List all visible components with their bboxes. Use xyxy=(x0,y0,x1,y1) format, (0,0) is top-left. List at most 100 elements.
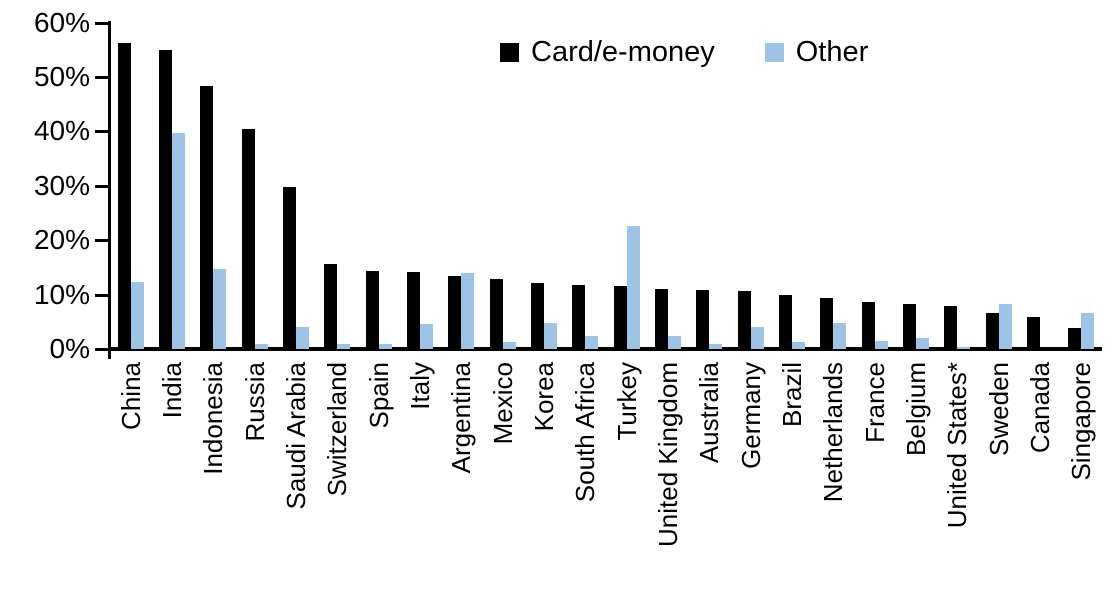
x-axis-category-label-text: Argentina xyxy=(446,362,477,474)
y-axis-tick xyxy=(95,21,109,25)
x-axis-category-label: Switzerland xyxy=(317,362,358,592)
x-axis-category-label-text: Mexico xyxy=(487,362,518,445)
legend-item-card-e-money: Card/e-money xyxy=(500,38,715,67)
x-axis-category-label-text: United States* xyxy=(942,362,973,529)
x-axis-category-label: Canada xyxy=(1019,362,1060,592)
y-axis-tick xyxy=(95,293,109,297)
x-axis-category-label-text: United Kingdom xyxy=(652,362,683,547)
bar-other-mexico xyxy=(502,341,516,349)
legend-label-other: Other xyxy=(795,36,869,68)
y-axis-tick xyxy=(95,239,109,243)
x-axis-category-label: France xyxy=(854,362,895,592)
x-axis-category-label: Germany xyxy=(730,362,771,592)
x-axis-category-label: Saudi Arabia xyxy=(275,362,316,592)
x-axis-category-label: South Africa xyxy=(565,362,606,592)
bar-card-e-money-russia xyxy=(241,128,255,349)
x-axis-category-label: Australia xyxy=(689,362,730,592)
y-axis-tick-label: 60% xyxy=(33,6,90,38)
y-axis-tick-label: 50% xyxy=(33,61,90,92)
plot-area xyxy=(110,0,1102,349)
y-axis-tick-label: 40% xyxy=(33,115,90,147)
x-axis-category-label: United States* xyxy=(937,362,978,592)
bar-other-france xyxy=(874,340,888,349)
bar-card-e-money-united-kingdom xyxy=(655,288,668,349)
bar-other-belgium xyxy=(916,337,929,349)
bar-card-e-money-saudi-arabia xyxy=(283,186,296,349)
bar-other-sweden xyxy=(998,304,1012,349)
x-axis-category-label: Spain xyxy=(358,362,399,592)
bar-other-australia xyxy=(709,343,723,349)
bar-other-netherlands xyxy=(833,322,847,349)
x-axis-category-label: India xyxy=(151,362,192,592)
legend: Card/e-money Other xyxy=(500,38,868,67)
bar-card-e-money-south-africa xyxy=(572,285,586,349)
x-axis-line xyxy=(108,347,1102,351)
bar-other-italy xyxy=(420,323,433,349)
x-axis-category-label-text: France xyxy=(859,362,890,443)
bar-other-indonesia xyxy=(213,269,227,349)
x-axis-category-label-text: China xyxy=(115,362,146,430)
x-axis-category-label: Russia xyxy=(234,362,275,592)
x-axis-category-label-text: Brazil xyxy=(776,362,807,428)
x-axis-category-label: United Kingdom xyxy=(647,362,688,592)
bar-card-e-money-france xyxy=(861,301,875,349)
x-axis-category-label-text: India xyxy=(156,362,187,419)
x-axis-category-label: Indonesia xyxy=(193,362,234,592)
x-axis-category-label: Italy xyxy=(399,362,440,592)
bar-other-india xyxy=(172,132,185,349)
y-axis-tick-label: 20% xyxy=(33,224,90,256)
x-axis-category-label: Netherlands xyxy=(813,362,854,592)
bar-card-e-money-switzerland xyxy=(324,263,338,349)
bar-other-turkey xyxy=(626,226,640,349)
bar-card-e-money-korea xyxy=(531,282,544,349)
x-axis-category-label-text: Spain xyxy=(363,362,394,429)
bar-other-china xyxy=(130,282,144,349)
y-axis-tick-label: 10% xyxy=(33,278,90,310)
y-axis-tick xyxy=(95,184,109,188)
bar-other-argentina xyxy=(461,273,475,349)
bar-card-e-money-brazil xyxy=(779,294,792,349)
y-axis-line xyxy=(108,21,111,352)
x-axis-category-label: Singapore xyxy=(1061,362,1102,592)
x-axis-category-label-text: Belgium xyxy=(900,362,931,456)
y-axis-tick-label: 0% xyxy=(49,333,90,364)
x-axis-category-label-text: Saudi Arabia xyxy=(280,362,311,510)
x-axis-origin-tick xyxy=(108,351,111,359)
legend-label-card-e-money: Card/e-money xyxy=(531,36,715,68)
bar-other-united-kingdom xyxy=(668,335,681,349)
x-axis-category-label: Sweden xyxy=(978,362,1019,592)
bar-card-e-money-sweden xyxy=(985,313,999,349)
bar-card-e-money-canada xyxy=(1027,316,1040,349)
y-axis-tick xyxy=(95,348,109,351)
bar-other-south-africa xyxy=(585,335,599,349)
bar-other-saudi-arabia xyxy=(296,327,309,349)
x-axis-category-label-text: Germany xyxy=(735,362,766,469)
bar-card-e-money-turkey xyxy=(613,285,627,349)
bar-card-e-money-italy xyxy=(407,272,420,349)
y-axis-tick-label: 30% xyxy=(33,169,90,201)
x-axis-category-label-text: Canada xyxy=(1024,362,1055,454)
x-axis-category-label-text: Switzerland xyxy=(322,362,353,497)
bar-other-switzerland xyxy=(337,344,351,349)
bar-other-singapore xyxy=(1081,312,1095,349)
bar-card-e-money-united-states- xyxy=(944,306,958,349)
y-axis-tick xyxy=(95,76,109,79)
bar-card-e-money-singapore xyxy=(1068,327,1082,349)
x-axis-category-label-text: Netherlands xyxy=(818,362,849,503)
legend-swatch-card-e-money xyxy=(500,43,519,62)
x-axis-category-label: Belgium xyxy=(895,362,936,592)
x-axis-category-label-text: Singapore xyxy=(1066,362,1097,481)
x-axis-category-label-text: South Africa xyxy=(570,362,601,503)
x-axis-category-label-text: Indonesia xyxy=(198,362,229,475)
bar-other-brazil xyxy=(792,342,805,349)
legend-item-other: Other xyxy=(764,36,869,68)
bar-card-e-money-belgium xyxy=(903,304,916,349)
x-axis-category-labels: China India Indonesia Russia Saudi Arabia Swi… xyxy=(110,362,1102,592)
bar-other-united-states- xyxy=(957,346,971,349)
bar-card-e-money-argentina xyxy=(448,276,462,349)
bar-card-e-money-india xyxy=(159,49,172,349)
bar-card-e-money-china xyxy=(117,42,131,349)
bar-card-e-money-australia xyxy=(696,290,710,349)
x-axis-category-label: Turkey xyxy=(606,362,647,592)
